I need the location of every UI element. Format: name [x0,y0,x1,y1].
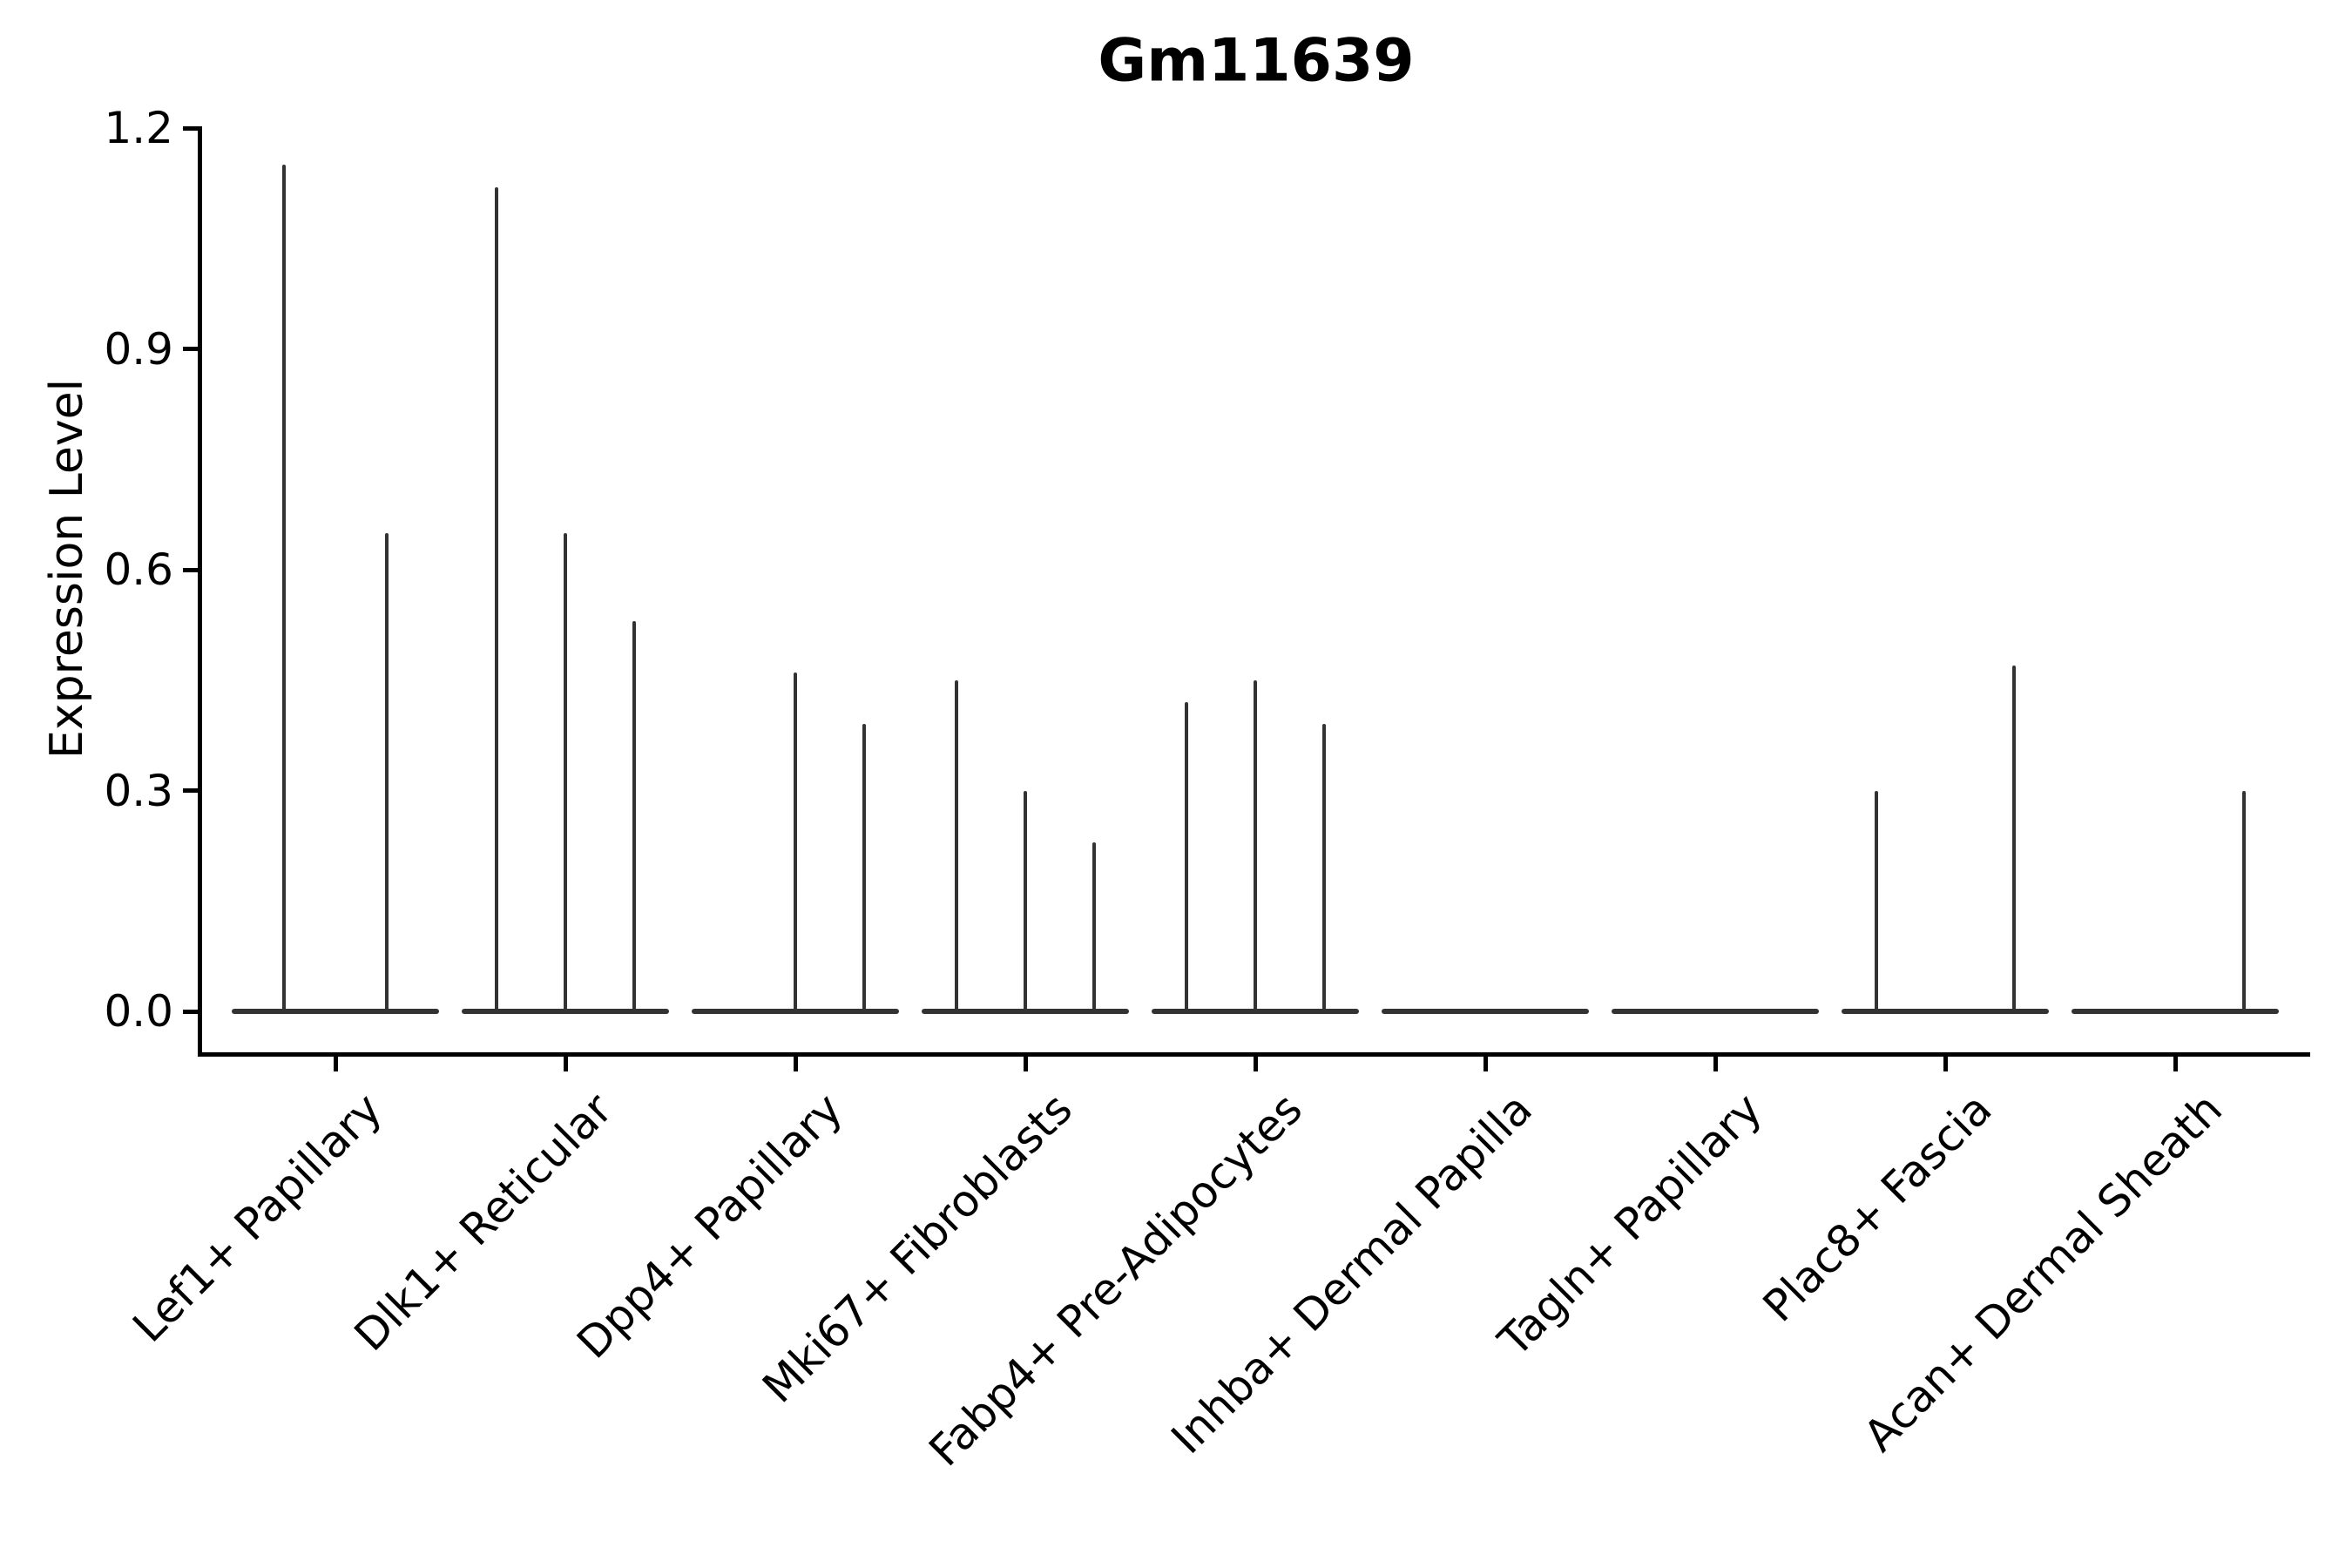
y-tick [182,1009,198,1014]
y-tick-label: 0.6 [104,544,173,595]
violin-baseline [1382,1009,1589,1014]
y-tick-label: 1.2 [104,103,173,153]
x-tick-label: Fabp4+ Pre-Adipocytes [919,1083,1312,1477]
violin-baseline [232,1009,439,1014]
violin-spike [1184,702,1188,1013]
x-tick-label: Plac8+ Fascia [1754,1083,2002,1332]
violin-spike [1024,790,1027,1013]
y-tick-label: 0.3 [104,765,173,816]
x-tick [2173,1056,2178,1071]
y-axis-spine [197,126,202,1057]
y-axis-label: Expression Level [41,378,93,760]
violin-baseline [1842,1009,2049,1014]
violin-spike [2242,790,2247,1013]
violin-baseline [2072,1009,2279,1014]
violin-spike [385,532,389,1013]
x-tick [1713,1056,1718,1071]
y-tick-label: 0.9 [104,323,173,375]
x-tick-label: Dlk1+ Reticular [344,1083,622,1362]
violin-spike [794,672,797,1013]
violin-spike [2012,665,2017,1013]
violin-spike [1254,679,1257,1013]
x-tick [1483,1056,1488,1071]
violin-spike [281,165,286,1013]
x-axis-spine [197,1051,2310,1057]
y-tick-label: 0.0 [104,986,173,1037]
x-tick [1253,1056,1258,1071]
violin-spike [1322,724,1327,1013]
y-tick [182,347,198,351]
violin-spike [1092,841,1097,1013]
plot-title: Gm11639 [1098,26,1415,96]
violin-spike [632,621,637,1013]
x-tick [563,1056,568,1071]
x-tick [1023,1056,1028,1071]
y-tick [182,788,198,793]
violin-baseline [1612,1009,1819,1014]
y-tick [182,125,198,131]
x-tick [333,1056,338,1071]
x-tick [793,1056,798,1071]
violin-spike [564,532,567,1013]
violin-spike [494,186,498,1013]
violin-spike [862,724,867,1013]
violin-spike [954,679,958,1013]
x-tick [1943,1056,1948,1071]
violin-spike [1874,790,1878,1013]
x-tick-label: Lef1+ Papillary [123,1083,392,1352]
y-tick [182,567,198,572]
